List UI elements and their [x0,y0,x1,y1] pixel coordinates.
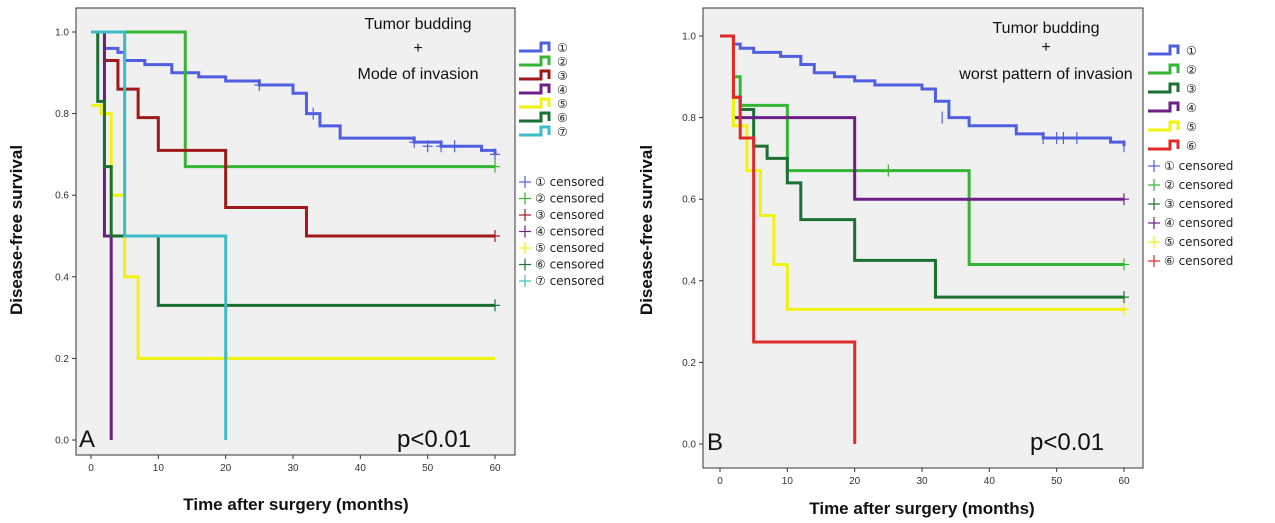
survival-curve-5 [91,103,495,360]
y-tick-label: 0.2 [55,354,69,365]
chart-panel-b: 0.0 0.2 0.4 0.6 0.8 1.0 0 10 20 30 40 50 60 Time afte… [637,7,1233,518]
x-tick-label: 30 [916,476,928,487]
plot-area [75,7,516,456]
legend-swatch [519,125,551,137]
legend-label: ② [1186,63,1197,77]
y-tick-label: 0.8 [682,113,696,124]
legend-censored-label: ② censored [1164,178,1233,192]
y-tick-label: 1.0 [55,28,69,39]
legend-censored-label: ③ censored [535,208,604,222]
legend-label: ⑥ [1186,139,1197,153]
panel-letter: A [79,426,95,453]
legend-swatch [519,97,551,109]
x-tick-label: 60 [489,463,501,474]
p-value: p<0.01 [1030,429,1104,456]
y-tick-label: 0.6 [682,195,696,206]
y-tick-label: 0.0 [682,440,696,451]
x-tick-label: 20 [220,463,232,474]
legend-censored-label: ⑦ censored [535,274,604,288]
survival-curve-7 [91,30,228,440]
legend-label: ⑤ [1186,120,1197,134]
x-tick-label: 40 [355,463,367,474]
survival-curve-2 [91,30,495,169]
x-axis-title: Time after surgery (months) [183,495,408,514]
x-tick-label: 50 [422,463,434,474]
legend-label: ⑤ [557,97,568,111]
survival-curve-3 [91,30,495,238]
x-tick-label: 60 [1118,476,1130,487]
y-tick-label: 0.4 [55,272,69,283]
legend-swatch [519,111,551,123]
legend-swatch [1148,139,1180,151]
legend-label: ② [557,55,568,69]
survival-curve-6 [720,34,857,444]
y-tick-label: 0.4 [682,276,696,287]
legend-label: ⑥ [557,111,568,125]
y-tick-label: 0.6 [55,191,69,202]
legend-swatch [1148,44,1180,56]
survival-curve-6 [91,30,495,307]
legend-swatch [1148,82,1180,94]
legend-label: ④ [557,83,568,97]
legend-censored-label: ① censored [1164,159,1233,173]
legend-swatch [519,69,551,81]
annotation-line-1: Tumor budding [992,20,1099,37]
legend-swatch [519,83,551,95]
legend-label: ① [557,41,568,55]
x-tick-label: 10 [153,463,165,474]
x-tick-label: 0 [717,476,723,487]
legend-censored-label: ⑥ censored [535,258,604,272]
x-axis-title: Time after surgery (months) [809,499,1034,518]
legend-swatch [1148,120,1180,132]
y-axis-title: Disease-free survival [637,145,656,315]
legend-censored-label: ② censored [535,192,604,206]
survival-curve-5 [720,34,1124,311]
x-tick-label: 30 [287,463,299,474]
legend-label: ① [1186,44,1197,58]
legend-swatch [519,55,551,67]
annotation-line-3: worst pattern of invasion [958,66,1132,83]
legend-censored-label: ⑤ censored [1164,235,1233,249]
panel-letter: B [707,429,723,456]
legend-censored-label: ③ censored [1164,197,1233,211]
legend-censored-label: ④ censored [535,225,604,239]
y-tick-label: 0.8 [55,109,69,120]
annotation-line-2: + [1041,39,1050,56]
x-tick-label: 40 [984,476,996,487]
x-tick-label: 20 [849,476,861,487]
annotation-line-2: + [413,40,422,57]
legend-swatch [519,41,551,53]
chart-panel-a: 0.0 0.2 0.4 0.6 0.8 1.0 0 10 20 30 40 50 60 Time afte… [7,7,604,514]
annotation-line-1: Tumor budding [364,16,471,33]
y-tick-label: 0.0 [55,436,69,447]
x-tick-label: 50 [1051,476,1063,487]
legend-censored-label: ① censored [535,175,604,189]
legend-swatch [1148,101,1180,113]
legend-label: ③ [1186,82,1197,96]
p-value: p<0.01 [397,426,471,453]
legend-censored-label: ⑤ censored [535,241,604,255]
legend-censored-label: ⑥ censored [1164,254,1233,268]
y-tick-label: 1.0 [682,32,696,43]
legend-swatch [1148,63,1180,75]
y-axis-title: Disease-free survival [7,145,26,315]
legend-label: ③ [557,69,568,83]
legend-label: ⑦ [557,125,568,139]
x-tick-label: 10 [782,476,794,487]
legend-label: ④ [1186,101,1197,115]
x-tick-label: 0 [88,463,94,474]
legend-censored-label: ④ censored [1164,216,1233,230]
y-tick-label: 0.2 [682,358,696,369]
annotation-line-3: Mode of invasion [358,66,479,83]
